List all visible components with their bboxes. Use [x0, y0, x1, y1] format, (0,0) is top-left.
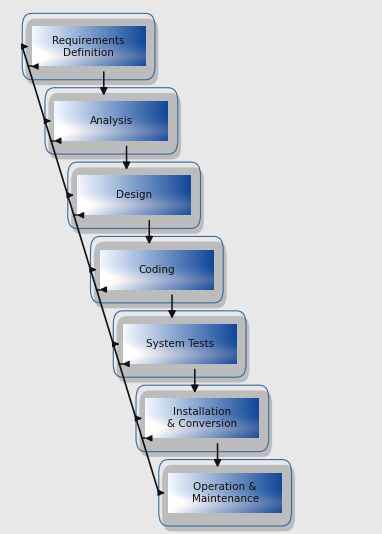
Text: Design: Design	[116, 190, 152, 200]
FancyBboxPatch shape	[26, 19, 159, 85]
Text: Coding: Coding	[139, 265, 175, 274]
FancyBboxPatch shape	[94, 242, 227, 308]
FancyBboxPatch shape	[162, 465, 295, 531]
FancyBboxPatch shape	[49, 93, 181, 160]
Text: Requirements
Definition: Requirements Definition	[52, 36, 125, 58]
Text: Installation
& Conversion: Installation & Conversion	[167, 407, 238, 429]
FancyBboxPatch shape	[71, 167, 204, 234]
Text: Operation &
Maintenance: Operation & Maintenance	[191, 482, 259, 504]
FancyBboxPatch shape	[117, 316, 249, 382]
Text: Analysis: Analysis	[90, 116, 133, 126]
FancyBboxPatch shape	[139, 390, 272, 457]
Text: System Tests: System Tests	[146, 339, 214, 349]
